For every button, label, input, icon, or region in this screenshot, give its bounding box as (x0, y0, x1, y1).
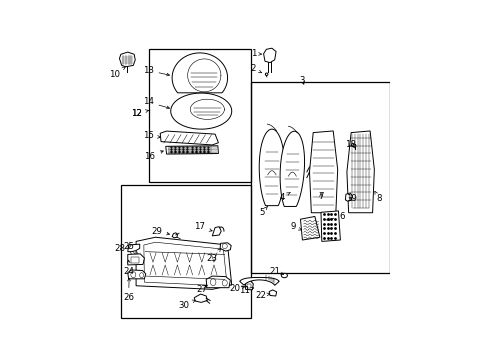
Text: 5: 5 (259, 207, 268, 217)
Polygon shape (345, 193, 352, 201)
Polygon shape (172, 233, 178, 238)
Text: 9: 9 (291, 222, 301, 231)
Text: 26: 26 (123, 278, 134, 302)
Text: 28: 28 (115, 244, 126, 253)
Polygon shape (212, 227, 221, 236)
Polygon shape (128, 244, 140, 252)
Text: 1: 1 (250, 49, 262, 58)
Polygon shape (160, 131, 219, 145)
Polygon shape (128, 254, 145, 265)
Text: 3: 3 (300, 76, 305, 85)
Polygon shape (280, 131, 305, 206)
Polygon shape (128, 270, 146, 279)
Polygon shape (347, 131, 374, 213)
Polygon shape (195, 294, 207, 302)
Text: 17: 17 (195, 222, 212, 231)
Polygon shape (259, 129, 285, 206)
Bar (148, 49, 251, 182)
Text: 13: 13 (143, 66, 170, 76)
Polygon shape (321, 211, 341, 242)
Polygon shape (245, 281, 253, 290)
Polygon shape (310, 131, 338, 213)
Polygon shape (269, 290, 277, 296)
Text: 14: 14 (143, 98, 170, 109)
Bar (130, 257, 139, 263)
Text: 30: 30 (178, 300, 196, 310)
Polygon shape (171, 93, 232, 129)
Text: 7: 7 (318, 192, 324, 201)
Text: 4: 4 (279, 193, 290, 202)
Polygon shape (136, 237, 232, 289)
Text: 21: 21 (269, 266, 284, 275)
Ellipse shape (353, 144, 356, 148)
Ellipse shape (266, 73, 268, 76)
Ellipse shape (281, 273, 288, 278)
Polygon shape (264, 48, 276, 63)
Bar (246, 284, 251, 288)
Text: 10: 10 (109, 67, 125, 79)
Text: 8: 8 (375, 191, 382, 203)
Text: 27: 27 (196, 285, 207, 294)
Text: 11: 11 (239, 286, 254, 295)
Text: 16: 16 (145, 151, 163, 161)
Text: 23: 23 (206, 249, 220, 264)
Polygon shape (120, 52, 135, 67)
Text: 12: 12 (131, 109, 150, 118)
Text: 24: 24 (123, 260, 135, 275)
Text: 19: 19 (346, 194, 357, 203)
Text: 22: 22 (255, 291, 270, 300)
Text: 6: 6 (327, 212, 345, 221)
Polygon shape (206, 276, 230, 288)
Polygon shape (166, 146, 219, 154)
Text: 15: 15 (143, 131, 160, 140)
Bar (121, 185, 251, 318)
Polygon shape (240, 278, 279, 285)
Text: 20: 20 (230, 284, 245, 293)
Text: 29: 29 (151, 227, 170, 236)
Polygon shape (220, 243, 231, 251)
Polygon shape (300, 216, 320, 240)
Polygon shape (172, 53, 227, 93)
Text: 2: 2 (250, 64, 262, 73)
Text: 18: 18 (345, 140, 356, 149)
Text: 12: 12 (131, 109, 148, 118)
Bar (251, 82, 390, 273)
Text: 25: 25 (123, 242, 135, 251)
